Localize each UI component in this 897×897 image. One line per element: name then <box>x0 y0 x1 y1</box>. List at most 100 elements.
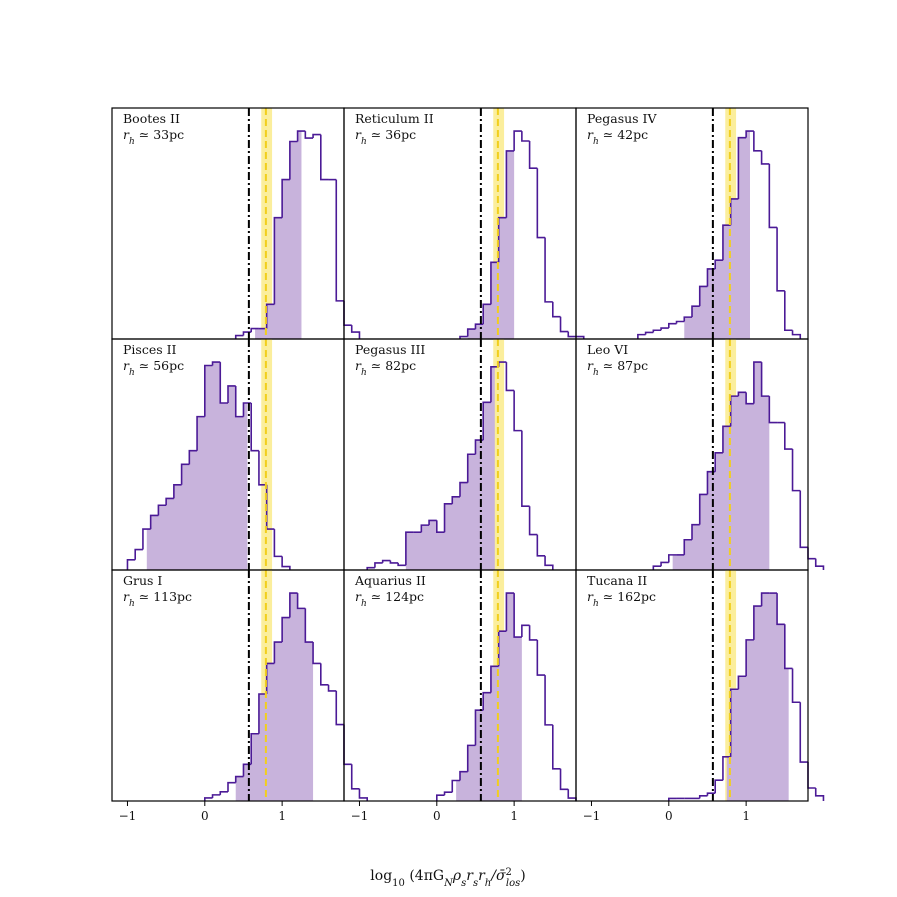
histogram-bin <box>745 392 754 405</box>
histogram-bin <box>374 562 383 568</box>
histogram-bin <box>668 797 677 801</box>
panel-frame <box>343 569 577 802</box>
histogram-bin <box>142 528 151 550</box>
panel-frame <box>111 107 345 340</box>
histogram-bin <box>528 141 538 170</box>
panel-title: Leo VI <box>587 342 628 357</box>
panel-frame <box>575 107 809 340</box>
panel-rh-label: rh ≃ 42pc <box>587 127 648 147</box>
histogram-bin <box>281 616 290 643</box>
histogram-bin <box>289 140 298 180</box>
histogram-bin <box>219 791 228 795</box>
histogram-bin <box>683 538 692 555</box>
panel-rh-label: rh ≃ 56pc <box>123 358 184 378</box>
histogram-bin <box>258 693 267 734</box>
histogram-bin <box>165 497 174 506</box>
panel-title: Aquarius II <box>354 573 426 588</box>
histogram-bin <box>753 131 762 152</box>
histogram-bin <box>204 364 213 417</box>
shaded-credible-region <box>235 593 314 801</box>
shaded-credible-region <box>672 362 770 570</box>
histogram-bin <box>544 237 553 303</box>
histogram-bin <box>273 529 283 558</box>
histogram-bin <box>258 450 267 486</box>
histogram-bin <box>776 227 785 292</box>
histogram-bin <box>567 789 577 801</box>
histogram-bin <box>397 562 406 567</box>
panel-rh-label: rh ≃ 113pc <box>123 589 192 609</box>
histogram-bin <box>652 565 662 570</box>
histogram-bin <box>482 401 491 441</box>
histogram-bin <box>536 168 546 239</box>
histogram-bin <box>126 558 136 570</box>
histogram-bin <box>466 744 476 772</box>
histogram-bin <box>784 422 793 450</box>
histogram-bin <box>497 216 507 263</box>
histogram-bin <box>552 724 561 770</box>
panel-rh-label: rh ≃ 82pc <box>355 358 416 378</box>
histogram-bin <box>490 366 499 403</box>
histogram-bin <box>436 520 445 533</box>
histogram-bin <box>389 560 399 564</box>
histogram-bin <box>296 593 306 610</box>
histogram-bin <box>521 131 530 142</box>
histogram-bin <box>296 130 306 142</box>
histogram-bin <box>219 362 228 404</box>
histogram-bin <box>505 592 515 632</box>
histogram-bin <box>204 797 213 801</box>
panel-rh-label: rh ≃ 124pc <box>355 589 424 609</box>
x-tick-label: 0 <box>433 809 441 823</box>
histogram-bin <box>459 481 468 497</box>
histogram-bin <box>637 333 646 339</box>
histogram-bin <box>234 334 244 339</box>
histogram-bin <box>513 130 522 151</box>
histogram-bin <box>242 331 252 336</box>
histogram-bin <box>343 724 352 766</box>
panel-rh-label: rh ≃ 162pc <box>587 589 656 609</box>
histogram-bin <box>327 684 337 692</box>
histogram-bin <box>381 559 391 563</box>
histogram-bin <box>490 261 499 305</box>
histogram-bin <box>559 768 569 791</box>
histogram-bin <box>250 732 259 765</box>
x-tick-label: 1 <box>278 809 286 823</box>
shaded-credible-region <box>405 366 495 570</box>
histogram-bin <box>211 794 221 798</box>
histogram-bin <box>706 792 716 796</box>
histogram-bin <box>652 329 662 333</box>
histogram-bin <box>451 495 460 504</box>
histogram-bin <box>513 390 522 432</box>
panel-rh-label: rh ≃ 33pc <box>123 127 184 147</box>
histogram-bin <box>791 668 801 704</box>
histogram-bin <box>807 547 816 560</box>
x-axis-label: log10 (4πGNρsrsrh/σ̄2 los) <box>370 867 525 889</box>
histogram-bin <box>443 791 453 796</box>
histogram-bin <box>576 335 585 339</box>
histogram-bin <box>698 795 708 799</box>
histogram-bin <box>737 136 747 199</box>
histogram-bin <box>451 779 460 793</box>
histogram-bin <box>521 624 530 638</box>
histogram-bin <box>714 779 723 794</box>
histogram-bin <box>683 316 692 322</box>
histogram-bin <box>799 490 808 549</box>
histogram-bin <box>466 328 476 337</box>
histogram-bin <box>134 548 143 560</box>
panel-title: Pegasus IV <box>587 111 657 126</box>
histogram-bin <box>521 430 530 508</box>
histogram-bin <box>188 449 198 465</box>
histogram-bin <box>312 642 321 665</box>
histogram-bin <box>474 323 484 330</box>
histogram-bin <box>234 385 244 418</box>
histogram-bin <box>459 770 468 781</box>
histogram-bin <box>559 316 569 333</box>
histogram-bin <box>814 788 825 801</box>
histogram-bin <box>791 449 801 492</box>
